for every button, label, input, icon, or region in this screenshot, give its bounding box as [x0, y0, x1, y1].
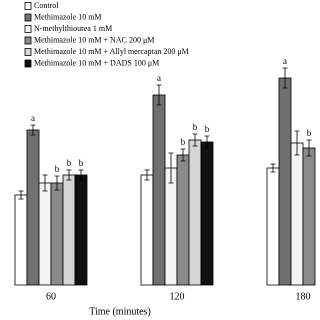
legend-swatch: [24, 2, 32, 10]
x-axis-title: Time (minutes): [89, 306, 151, 317]
bar: [62, 174, 76, 286]
x-tick-label: 120: [170, 291, 185, 302]
error-bar: [42, 174, 48, 192]
legend-label: Methimazole 10 mM + NAC 200 μM: [34, 35, 154, 44]
error-bar: [204, 135, 210, 149]
significance-label: a: [31, 113, 35, 123]
legend-label: Methimazole 10 mM + Allyl mercaptan 200 …: [34, 47, 189, 56]
error-bar: [192, 133, 198, 147]
bar: [38, 182, 52, 286]
legend-swatch: [24, 25, 32, 33]
significance-label: a: [157, 73, 161, 83]
x-tick-label: 180: [296, 291, 311, 302]
bar: [14, 194, 28, 286]
significance-label: b: [193, 122, 198, 132]
significance-label: b: [181, 137, 186, 147]
significance-label: b: [307, 128, 312, 138]
legend-label: Methimazole 10 mM: [34, 12, 102, 21]
legend-label: N-methylthiourea 1 mM: [34, 24, 112, 33]
bar: [200, 141, 214, 286]
error-bar: [282, 67, 288, 89]
error-bar: [306, 139, 312, 157]
significance-label: a: [283, 56, 287, 66]
legend-swatch: [24, 13, 32, 22]
error-bar: [66, 169, 72, 181]
error-bar: [156, 84, 162, 106]
x-tick-label: 60: [46, 291, 56, 302]
significance-label: b: [67, 158, 72, 168]
bar: [140, 174, 154, 286]
bar: [176, 154, 190, 286]
bar: [50, 182, 64, 286]
legend-label: Control: [34, 1, 59, 10]
legend-swatch: [24, 48, 32, 56]
error-bar: [54, 175, 60, 191]
bar: [188, 139, 202, 286]
error-bar: [30, 124, 36, 136]
bar: [164, 167, 178, 286]
bar: [290, 142, 304, 286]
significance-label: b: [79, 158, 84, 168]
error-bar: [180, 148, 186, 162]
bar: [152, 94, 166, 286]
error-bar: [270, 163, 276, 173]
error-bar: [144, 169, 150, 181]
bar: [302, 147, 316, 286]
legend-swatch: [24, 59, 32, 68]
error-bar: [294, 130, 300, 156]
bar: [278, 77, 292, 286]
error-bar: [78, 169, 84, 181]
significance-label: b: [205, 124, 210, 134]
significance-label: b: [55, 164, 60, 174]
error-bar: [18, 190, 24, 200]
legend-label: Methimazole 10 mM + DADS 100 μM: [34, 58, 159, 67]
legend-swatch: [24, 36, 32, 45]
error-bar: [168, 152, 174, 184]
bar: [266, 167, 280, 286]
bar: [26, 129, 40, 286]
bar: [74, 174, 88, 286]
